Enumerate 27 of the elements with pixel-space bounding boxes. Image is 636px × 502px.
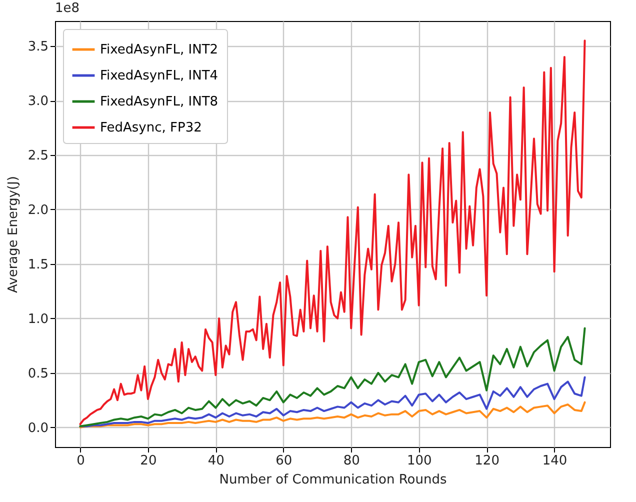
y-tick-label: 3.0 <box>28 94 48 110</box>
x-axis-title: Number of Communication Rounds <box>219 472 447 488</box>
x-tick-label: 80 <box>343 454 360 468</box>
x-tick-label: 60 <box>276 454 292 468</box>
line-series <box>79 376 586 428</box>
line-series <box>79 401 586 428</box>
text: 1e8 <box>55 1 80 16</box>
x-tick-label: 100 <box>406 454 432 468</box>
legend-label: FixedAsynFL, INT8 <box>100 94 218 110</box>
y-tick-label: 0.0 <box>28 420 48 436</box>
legend-label: FixedAsynFL, INT4 <box>100 68 218 84</box>
x-tick-label: 0 <box>76 454 85 468</box>
legend-label: FedAsync, FP32 <box>100 120 202 136</box>
x-tick-label: 20 <box>140 454 157 468</box>
line-series <box>79 40 586 426</box>
y-tick-label: 3.5 <box>28 40 48 55</box>
y-axis-title: Average Energy(J) <box>6 176 21 294</box>
x-tick-label: 140 <box>542 454 568 468</box>
line-series <box>79 327 586 428</box>
y-tick-label: 2.5 <box>28 148 48 164</box>
x-tick-label: 40 <box>208 454 224 468</box>
legend-label: FixedAsynFL, INT2 <box>100 42 218 58</box>
y-tick-label: 0.5 <box>28 366 48 382</box>
y-tick-label: 1.5 <box>28 257 48 272</box>
y-tick-label: 2.0 <box>28 202 48 218</box>
x-tick-label: 120 <box>474 454 500 468</box>
y-tick-label: 1.0 <box>28 312 48 327</box>
